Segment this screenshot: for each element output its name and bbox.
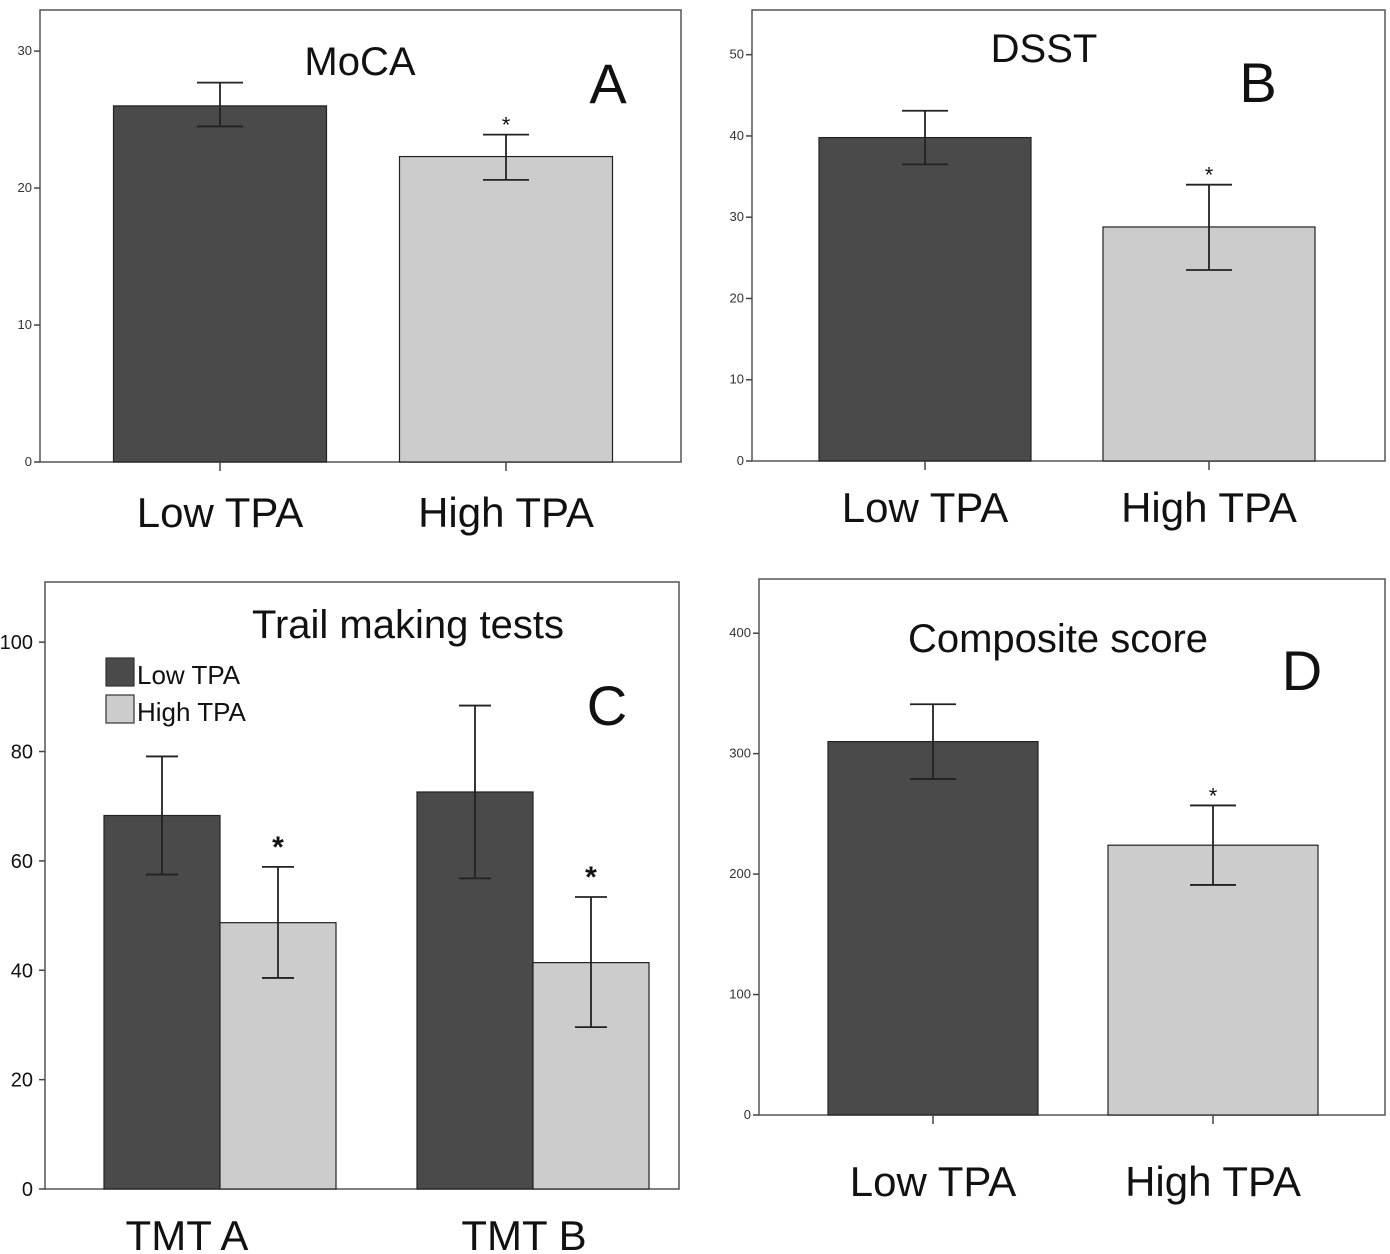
chart-title: Composite score bbox=[908, 617, 1208, 661]
significance-marker: * bbox=[502, 113, 511, 138]
panel-label: D bbox=[1282, 639, 1322, 702]
x-category-label: TMT B bbox=[461, 1212, 586, 1254]
bar bbox=[827, 741, 1039, 1116]
x-category-label: Low TPA bbox=[842, 484, 1009, 531]
y-tick-label: 30 bbox=[730, 209, 744, 224]
y-tick-label: 0 bbox=[25, 454, 32, 469]
y-tick-label: 60 bbox=[11, 851, 33, 873]
chart-title: Trail making tests bbox=[252, 603, 564, 647]
chart-title: DSST bbox=[991, 27, 1098, 71]
y-tick-label: 400 bbox=[729, 625, 751, 640]
legend-swatch bbox=[105, 694, 135, 724]
y-tick-label: 20 bbox=[18, 180, 32, 195]
significance-marker: * bbox=[585, 861, 597, 894]
x-category-label: Low TPA bbox=[137, 489, 304, 536]
legend-label: Low TPA bbox=[137, 660, 241, 690]
significance-marker: * bbox=[1209, 783, 1218, 808]
y-tick-label: 10 bbox=[18, 317, 32, 332]
y-tick-label: 200 bbox=[729, 866, 751, 881]
panel-c-trail-making-chart: 0 20 40 60 80 100 Trail making tests C * * TMT A TM… bbox=[0, 581, 680, 1254]
y-tick-label: 80 bbox=[11, 742, 33, 764]
y-tick-label: 0 bbox=[737, 453, 744, 468]
bar bbox=[1107, 844, 1319, 1116]
panel-a-moca-chart: 0 10 20 30 MoCA A Low TPA * High TPA bbox=[18, 9, 682, 536]
y-tick-label: 50 bbox=[730, 47, 744, 62]
y-tick-label: 40 bbox=[730, 128, 744, 143]
legend: Low TPA High TPA bbox=[105, 657, 247, 727]
y-tick-label: 20 bbox=[730, 290, 744, 305]
x-category-label: High TPA bbox=[1125, 1158, 1301, 1205]
legend-swatch bbox=[105, 657, 135, 687]
bar bbox=[818, 136, 1032, 462]
y-tick-label: 100 bbox=[729, 987, 751, 1002]
bar bbox=[112, 105, 328, 463]
x-category-label: High TPA bbox=[418, 489, 594, 536]
x-category-label: Low TPA bbox=[850, 1158, 1017, 1205]
y-tick-label: 300 bbox=[729, 746, 751, 761]
legend-label: High TPA bbox=[137, 697, 247, 727]
y-tick-label: 40 bbox=[11, 960, 33, 982]
y-tick-label: 0 bbox=[744, 1107, 751, 1122]
x-category-label: TMT A bbox=[126, 1212, 249, 1254]
panel-label: B bbox=[1239, 51, 1276, 114]
panel-label: C bbox=[587, 674, 627, 737]
bar bbox=[398, 155, 614, 463]
y-tick-label: 20 bbox=[11, 1070, 33, 1092]
chart-title: MoCA bbox=[304, 40, 415, 84]
y-tick-label: 100 bbox=[0, 632, 33, 654]
y-tick-label: 10 bbox=[730, 372, 744, 387]
y-tick-label: 0 bbox=[22, 1179, 33, 1201]
y-tick-label: 30 bbox=[18, 43, 32, 58]
panel-d-composite-chart: 0 100 200 300 400 Composite score D Low TPA * Hig… bbox=[729, 578, 1386, 1205]
bar bbox=[103, 814, 221, 1190]
significance-marker: * bbox=[1205, 163, 1214, 188]
panel-b-dsst-chart: 0 10 20 30 40 50 DSST B Low TPA * High TPA bbox=[730, 9, 1386, 531]
panel-label: A bbox=[589, 52, 627, 115]
x-category-label: High TPA bbox=[1121, 484, 1297, 531]
significance-marker: * bbox=[272, 831, 284, 864]
